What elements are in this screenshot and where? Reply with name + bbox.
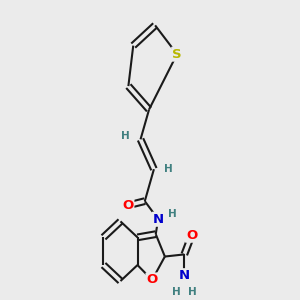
Text: N: N [179, 269, 190, 282]
Text: H: H [188, 287, 197, 297]
Text: H: H [121, 131, 130, 141]
Text: S: S [172, 48, 182, 61]
Text: O: O [146, 274, 158, 286]
Text: O: O [122, 199, 134, 212]
Text: H: H [172, 287, 181, 297]
Text: O: O [186, 229, 197, 242]
Text: H: H [168, 209, 176, 219]
Text: N: N [153, 213, 164, 226]
Text: H: H [164, 164, 172, 174]
